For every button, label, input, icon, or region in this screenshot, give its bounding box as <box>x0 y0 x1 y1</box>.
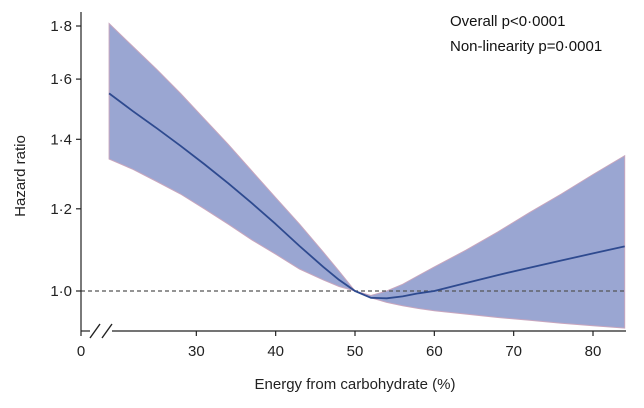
x-axis-title: Energy from carbohydrate (%) <box>255 376 456 393</box>
x-tick-label: 70 <box>505 343 522 360</box>
x-tick-label: 50 <box>347 343 364 360</box>
x-tick-label: 30 <box>188 343 205 360</box>
plot-area <box>81 22 626 329</box>
non-linearity-p-annotation: Non-linearity p=0·0001 <box>450 38 602 55</box>
y-ticks: 1·0 1·2 1·4 1·6 1·8 <box>50 18 81 300</box>
confidence-interval-band <box>108 22 626 329</box>
y-tick-label: 1·6 <box>50 71 72 88</box>
x-tick-label: 80 <box>585 343 602 360</box>
axis-break-slash <box>89 323 101 339</box>
x-ticks: 0 30 40 50 60 70 80 <box>77 331 602 360</box>
x-tick-label: 0 <box>77 343 85 360</box>
x-tick-label: 40 <box>267 343 284 360</box>
x-axis-break-marker <box>89 323 113 339</box>
y-tick-label: 1·0 <box>50 283 72 300</box>
y-tick-label: 1·4 <box>50 131 72 148</box>
y-tick-label: 1·2 <box>50 201 72 218</box>
x-tick-label: 60 <box>426 343 443 360</box>
y-axis-title: Hazard ratio <box>12 135 29 217</box>
axis-break-slash <box>101 323 113 339</box>
axes: 1·0 1·2 1·4 1·6 1·8 0 30 40 50 60 70 80 <box>50 12 626 360</box>
overall-p-annotation: Overall p<0·0001 <box>450 13 566 30</box>
hazard-ratio-line <box>108 92 625 300</box>
y-tick-label: 1·8 <box>50 18 72 35</box>
